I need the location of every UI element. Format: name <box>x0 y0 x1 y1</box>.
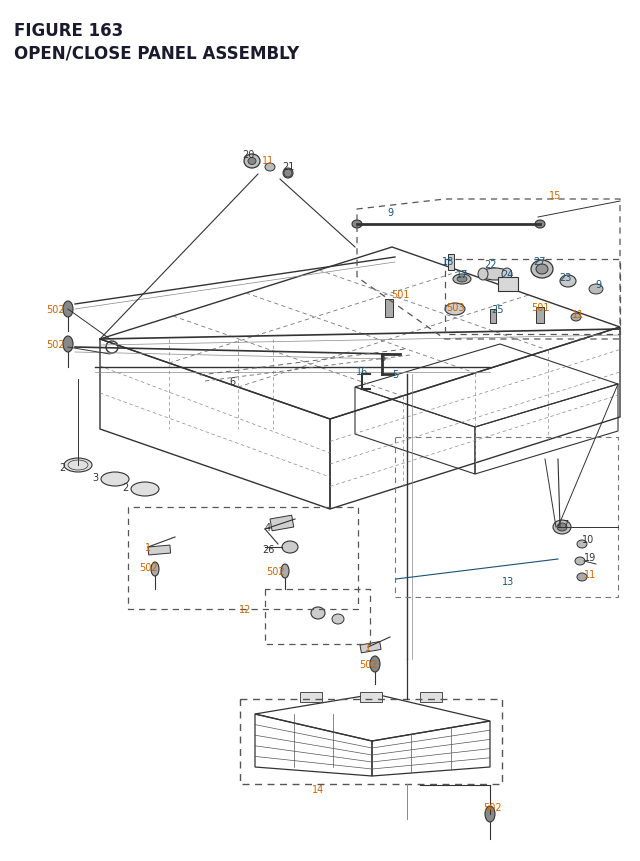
Ellipse shape <box>575 557 585 566</box>
Text: 9: 9 <box>595 280 601 289</box>
Text: 6: 6 <box>229 376 235 387</box>
Text: 1: 1 <box>145 542 151 553</box>
Ellipse shape <box>101 473 129 486</box>
Circle shape <box>284 170 292 177</box>
Bar <box>385 300 393 318</box>
Ellipse shape <box>64 458 92 473</box>
Text: 2: 2 <box>122 482 128 492</box>
Bar <box>360 692 382 703</box>
Ellipse shape <box>481 269 509 281</box>
Ellipse shape <box>311 607 325 619</box>
Text: 22: 22 <box>484 260 496 269</box>
Text: 27: 27 <box>534 257 547 267</box>
Bar <box>270 516 294 531</box>
Ellipse shape <box>535 220 545 229</box>
Text: 502: 502 <box>45 305 64 314</box>
Text: 502: 502 <box>139 562 157 573</box>
Text: 502: 502 <box>45 339 64 350</box>
Text: 1: 1 <box>365 642 371 653</box>
Ellipse shape <box>131 482 159 497</box>
Text: 21: 21 <box>282 162 294 172</box>
Text: 18: 18 <box>442 257 454 267</box>
Text: 501: 501 <box>531 303 549 313</box>
Bar <box>498 278 518 292</box>
Ellipse shape <box>485 806 495 822</box>
Text: 501: 501 <box>391 289 409 300</box>
Ellipse shape <box>553 520 571 535</box>
Ellipse shape <box>557 523 567 531</box>
Text: 14: 14 <box>312 784 324 794</box>
Text: 503: 503 <box>445 303 464 313</box>
Text: 4: 4 <box>265 523 271 532</box>
Ellipse shape <box>478 269 488 281</box>
Ellipse shape <box>577 573 587 581</box>
Ellipse shape <box>577 541 587 548</box>
Bar <box>490 310 496 324</box>
Bar <box>448 255 454 270</box>
Ellipse shape <box>445 304 465 316</box>
Ellipse shape <box>63 337 73 353</box>
Ellipse shape <box>282 542 298 554</box>
Text: 502: 502 <box>483 802 501 812</box>
Text: 3: 3 <box>92 473 98 482</box>
Text: 11: 11 <box>584 569 596 579</box>
Text: 502: 502 <box>358 660 378 669</box>
Bar <box>300 692 322 703</box>
Text: 11: 11 <box>572 310 584 319</box>
Bar <box>536 307 544 324</box>
Bar <box>420 692 442 703</box>
Ellipse shape <box>332 614 344 624</box>
Text: 16: 16 <box>356 367 368 376</box>
Ellipse shape <box>352 220 362 229</box>
Ellipse shape <box>265 164 275 172</box>
Text: 9: 9 <box>387 208 393 218</box>
Bar <box>148 546 171 555</box>
Ellipse shape <box>531 261 553 279</box>
Text: 17: 17 <box>456 269 468 280</box>
Ellipse shape <box>453 275 471 285</box>
Text: 2: 2 <box>59 462 65 473</box>
Ellipse shape <box>63 301 73 318</box>
Text: 15: 15 <box>549 191 561 201</box>
Ellipse shape <box>151 562 159 576</box>
Ellipse shape <box>536 264 548 275</box>
Text: 10: 10 <box>582 535 594 544</box>
Bar <box>360 641 381 653</box>
Text: 25: 25 <box>491 305 503 314</box>
Text: 26: 26 <box>262 544 274 554</box>
Text: 19: 19 <box>584 553 596 562</box>
Text: 20: 20 <box>242 150 254 160</box>
Ellipse shape <box>281 564 289 579</box>
Ellipse shape <box>560 276 576 288</box>
Text: 502: 502 <box>266 567 284 576</box>
Ellipse shape <box>502 269 512 281</box>
Ellipse shape <box>248 158 256 165</box>
Ellipse shape <box>244 155 260 169</box>
Text: 7: 7 <box>562 519 568 530</box>
Ellipse shape <box>589 285 603 294</box>
Ellipse shape <box>370 656 380 672</box>
Ellipse shape <box>283 169 293 179</box>
Text: 11: 11 <box>262 156 274 166</box>
Ellipse shape <box>457 276 467 282</box>
Text: FIGURE 163: FIGURE 163 <box>14 22 124 40</box>
Text: 5: 5 <box>392 369 398 380</box>
Text: 23: 23 <box>559 273 571 282</box>
Text: 8: 8 <box>379 353 385 362</box>
Text: 13: 13 <box>502 576 514 586</box>
Ellipse shape <box>571 313 581 322</box>
Text: OPEN/CLOSE PANEL ASSEMBLY: OPEN/CLOSE PANEL ASSEMBLY <box>14 44 300 62</box>
Text: 12: 12 <box>239 604 251 614</box>
Text: 24: 24 <box>501 269 513 280</box>
